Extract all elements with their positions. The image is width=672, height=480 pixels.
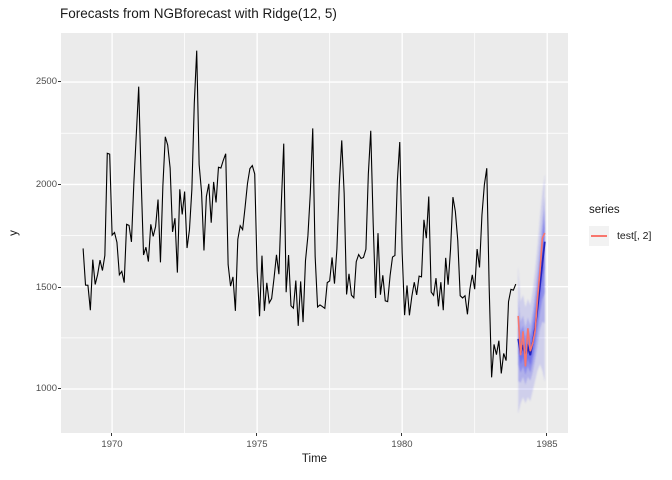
- y-tick-label: 2500: [35, 76, 57, 87]
- legend-key: [589, 226, 609, 246]
- test-series-line: [517, 232, 546, 367]
- x-tick-label: 1975: [246, 439, 268, 450]
- y-tick-mark: [58, 388, 61, 389]
- legend-key-line-swatch: [591, 235, 607, 237]
- observed-series-line: [82, 50, 517, 378]
- legend-item-label: test[, 2]: [617, 230, 652, 242]
- y-tick-mark: [58, 81, 61, 82]
- y-axis-title: y: [8, 230, 20, 236]
- x-tick-mark: [256, 433, 257, 436]
- y-tick-label: 1000: [35, 383, 57, 394]
- x-tick-label: 1980: [391, 439, 413, 450]
- y-tick-label: 2000: [35, 179, 57, 190]
- x-tick-label: 1970: [101, 439, 123, 450]
- plot-panel: [61, 33, 568, 433]
- legend-item-test: test[, 2]: [589, 226, 651, 246]
- y-tick-label: 1500: [35, 282, 57, 293]
- forecast-fan: [518, 174, 545, 414]
- legend-title: series: [589, 204, 620, 216]
- x-tick-label: 1985: [536, 439, 558, 450]
- x-tick-mark: [546, 433, 547, 436]
- legend: series test[, 2]: [589, 204, 651, 246]
- x-tick-mark: [111, 433, 112, 436]
- y-tick-mark: [58, 184, 61, 185]
- y-tick-mark: [58, 287, 61, 288]
- x-tick-mark: [401, 433, 402, 436]
- x-axis-title: Time: [301, 453, 328, 465]
- plot-title: Forecasts from NGBforecast with Ridge(12…: [60, 6, 337, 21]
- plot-canvas: [61, 33, 568, 433]
